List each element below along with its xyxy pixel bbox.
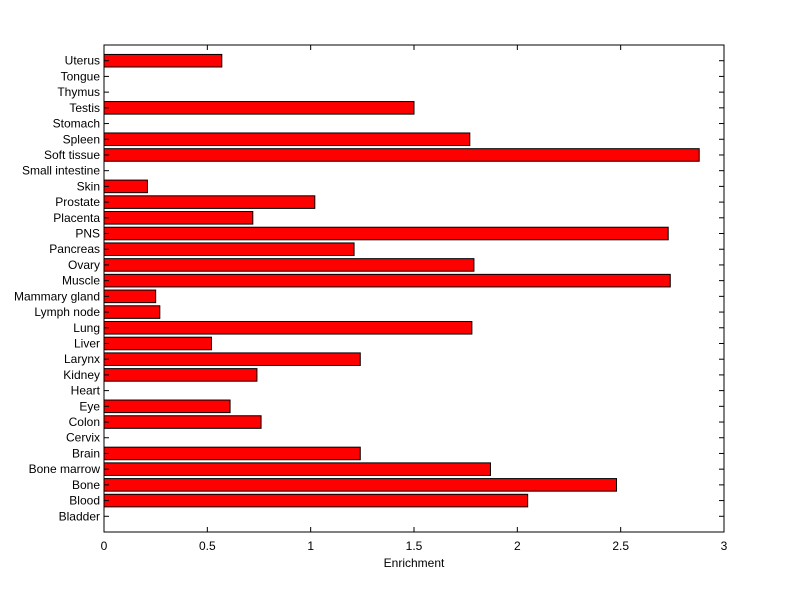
category-label-pns: PNS — [75, 227, 100, 241]
category-label-larynx: Larynx — [64, 352, 100, 366]
category-label-ovary: Ovary — [68, 258, 100, 272]
category-label-soft-tissue: Soft tissue — [44, 148, 100, 162]
bar-blood — [103, 493, 529, 508]
bar-bone — [103, 478, 618, 492]
category-label-eye: Eye — [79, 399, 100, 413]
bar-uterus — [103, 53, 223, 68]
x-tick-label: 2.5 — [612, 539, 629, 553]
category-label-mammary-gland: Mammary gland — [14, 289, 100, 303]
x-tick-label: 0.5 — [199, 539, 216, 553]
bar-ovary — [103, 258, 475, 272]
category-label-liver: Liver — [74, 336, 100, 350]
category-label-heart: Heart — [71, 384, 101, 398]
category-label-muscle: Muscle — [62, 274, 100, 288]
bar-soft-tissue — [103, 148, 700, 162]
category-label-prostate: Prostate — [55, 195, 100, 209]
category-label-bone: Bone — [72, 478, 100, 492]
x-tick-label: 1.5 — [406, 539, 423, 553]
category-label-cervix: Cervix — [66, 431, 100, 445]
bar-pancreas — [103, 242, 355, 257]
bar-muscle — [103, 273, 671, 288]
category-label-lung: Lung — [73, 321, 100, 335]
x-tick-label: 1 — [307, 539, 314, 553]
bar-lymph-node — [103, 305, 161, 319]
bar-prostate — [103, 195, 316, 209]
bars-group — [103, 53, 700, 508]
category-label-skin: Skin — [77, 179, 100, 193]
bar-larynx — [103, 352, 361, 366]
category-label-blood: Blood — [69, 494, 100, 508]
bar-brain — [103, 446, 361, 461]
category-label-colon: Colon — [69, 415, 100, 429]
x-tick-label: 2 — [514, 539, 521, 553]
bar-skin — [103, 179, 148, 194]
category-label-spleen: Spleen — [63, 132, 100, 146]
category-label-pancreas: Pancreas — [49, 242, 100, 256]
category-label-placenta: Placenta — [53, 211, 100, 225]
category-label-tongue: Tongue — [61, 69, 101, 83]
bar-colon — [103, 415, 262, 429]
category-label-brain: Brain — [72, 446, 100, 460]
x-tick-labels: 0 0.5 1 1.5 2 2.5 3 — [101, 539, 728, 553]
category-label-thymus: Thymus — [57, 85, 100, 99]
category-label-uterus: Uterus — [65, 54, 100, 68]
category-label-bladder: Bladder — [59, 509, 100, 523]
x-tick-label: 3 — [721, 539, 728, 553]
bar-kidney — [103, 368, 258, 382]
bar-spleen — [103, 132, 471, 147]
bar-bone-marrow — [103, 462, 491, 476]
bar-lung — [103, 320, 473, 335]
bar-testis — [103, 101, 415, 115]
bar-pns — [103, 226, 669, 241]
category-label-stomach: Stomach — [53, 117, 100, 131]
bar-eye — [103, 399, 231, 414]
bar-placenta — [103, 211, 254, 225]
bar-liver — [103, 336, 212, 351]
plot-frame — [103, 44, 725, 533]
category-label-bone-marrow: Bone marrow — [29, 462, 101, 476]
x-tick-label: 0 — [101, 539, 108, 553]
category-label-testis: Testis — [69, 101, 100, 115]
category-label-lymph-node: Lymph node — [34, 305, 100, 319]
category-label-kidney: Kidney — [63, 368, 100, 382]
category-label-small-intestine: Small intestine — [22, 164, 100, 178]
x-axis-label: Enrichment — [384, 556, 445, 570]
bar-mammary-gland — [103, 289, 157, 304]
